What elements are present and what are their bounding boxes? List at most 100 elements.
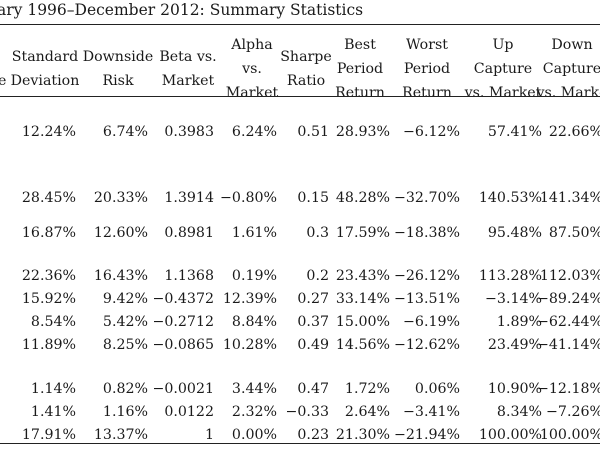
table-cell: 0.2 <box>306 268 329 284</box>
header-line: Risk <box>102 73 134 89</box>
table-cell: 5.42% <box>102 314 148 330</box>
header-worst-period-return: Worst Period Return <box>402 33 452 105</box>
table-cell: −26.12% <box>394 268 460 284</box>
table-cell: 10.28% <box>222 337 277 353</box>
table-cell: −12.62% <box>394 337 460 353</box>
header-line: Period <box>336 61 384 77</box>
header-line: Return <box>402 85 452 101</box>
header-alpha-vs-market: Alpha vs. Market <box>226 33 278 105</box>
header-line: Up <box>492 37 514 53</box>
table-cell: −0.80% <box>220 190 277 206</box>
table-cell: 1.72% <box>344 381 390 397</box>
table-cell: 0.0122 <box>164 404 214 420</box>
table-cell: 140.53% <box>478 190 542 206</box>
header-beta-vs-market: Beta vs. Market <box>159 45 216 93</box>
table-cell: 0.00% <box>231 427 277 443</box>
table-cell: 0.19% <box>231 268 277 284</box>
table-cell: 0.06% <box>414 381 460 397</box>
header-line: Worst <box>406 37 448 53</box>
header-line: vs. Marke <box>536 85 600 101</box>
table-cell: 100.00% <box>478 427 542 443</box>
header-line: Market <box>225 85 279 101</box>
table-cell: 0.23 <box>297 427 329 443</box>
table-cell: 23.43% <box>335 268 390 284</box>
table-cell: 0.8981 <box>164 225 214 241</box>
table-cell: −7.26% <box>546 404 600 420</box>
table-cell: −0.2712 <box>152 314 214 330</box>
header-line <box>0 45 6 69</box>
table-cell: 0.51 <box>297 124 329 140</box>
table-cell: 0.49 <box>297 337 329 353</box>
header-line: Market <box>161 73 215 89</box>
table-cell: 22.36% <box>21 268 76 284</box>
table-cell: 8.84% <box>231 314 277 330</box>
table-cell: −6.12% <box>403 124 460 140</box>
bottom-rule <box>0 443 600 444</box>
header-line: Alpha <box>231 37 273 53</box>
table-cell: −62.44% <box>537 314 600 330</box>
table-cell: −0.0865 <box>152 337 214 353</box>
table-cell: 95.48% <box>487 225 542 241</box>
table-cell: 17.91% <box>21 427 76 443</box>
table-cell: −3.14% <box>485 291 542 307</box>
header-sharpe-ratio: Sharpe Ratio <box>280 45 332 93</box>
table-cell: 1.3914 <box>164 190 214 206</box>
header-line: Return <box>335 85 385 101</box>
table-cell: 1.16% <box>102 404 148 420</box>
table-cell: 112.03% <box>539 268 600 284</box>
header-line: Best <box>344 37 376 53</box>
table-cell: 1.14% <box>30 381 76 397</box>
table-cell: 1.61% <box>231 225 277 241</box>
top-rule <box>0 24 600 25</box>
header-standard-deviation: Standard Deviation <box>11 45 80 93</box>
header-line: Sharpe <box>280 49 332 65</box>
table-cell: −0.4372 <box>152 291 214 307</box>
header-down-capture: Down Capture vs. Marke <box>536 33 600 105</box>
table-cell: −13.51% <box>394 291 460 307</box>
header-line: Beta vs. <box>159 49 217 65</box>
table-cell: 48.28% <box>335 190 390 206</box>
table-cell: 16.43% <box>93 268 148 284</box>
header-line: Standard <box>11 49 79 65</box>
header-line: Downside <box>82 49 154 65</box>
table-cell: 9.42% <box>102 291 148 307</box>
table-cell: −0.0021 <box>152 381 214 397</box>
table-cell: −18.38% <box>394 225 460 241</box>
table-cell: 2.32% <box>231 404 277 420</box>
table-cell: 11.89% <box>21 337 76 353</box>
table-cell: 12.60% <box>93 225 148 241</box>
table-cell: 6.74% <box>102 124 148 140</box>
table-cell: −89.24% <box>537 291 600 307</box>
table-cell: 0.37 <box>297 314 329 330</box>
table-cell: 1.41% <box>30 404 76 420</box>
header-line: e <box>0 73 7 89</box>
table-cell: 0.3983 <box>164 124 214 140</box>
table-cell: 14.56% <box>335 337 390 353</box>
header-cut-label: e <box>0 45 6 93</box>
header-line: Ratio <box>286 73 326 89</box>
header-line: Down <box>551 37 593 53</box>
table-cell: 0.27 <box>297 291 329 307</box>
table-cell: 15.92% <box>21 291 76 307</box>
table-cell: 1.1368 <box>164 268 214 284</box>
table-cell: −0.33 <box>285 404 329 420</box>
table-title: ary 1996–December 2012: Summary Statisti… <box>0 1 364 19</box>
table-cell: 21.30% <box>335 427 390 443</box>
table-cell: 1 <box>204 427 214 443</box>
table-cell: 87.50% <box>548 225 600 241</box>
table-cell: 23.49% <box>487 337 542 353</box>
table-cell: 17.59% <box>335 225 390 241</box>
table-cell: −6.19% <box>403 314 460 330</box>
table-cell: 12.39% <box>222 291 277 307</box>
header-line: Period <box>403 61 451 77</box>
table-cell: 8.34% <box>496 404 542 420</box>
header-line: Deviation <box>10 73 80 89</box>
table-cell: 141.34% <box>539 190 600 206</box>
table-cell: 33.14% <box>335 291 390 307</box>
table-cell: −12.18% <box>537 381 600 397</box>
table-cell: 8.54% <box>30 314 76 330</box>
table-cell: 0.82% <box>102 381 148 397</box>
header-line: vs. <box>242 61 262 77</box>
header-downside-risk: Downside Risk <box>83 45 154 93</box>
header-up-capture: Up Capture vs. Market <box>465 33 542 105</box>
